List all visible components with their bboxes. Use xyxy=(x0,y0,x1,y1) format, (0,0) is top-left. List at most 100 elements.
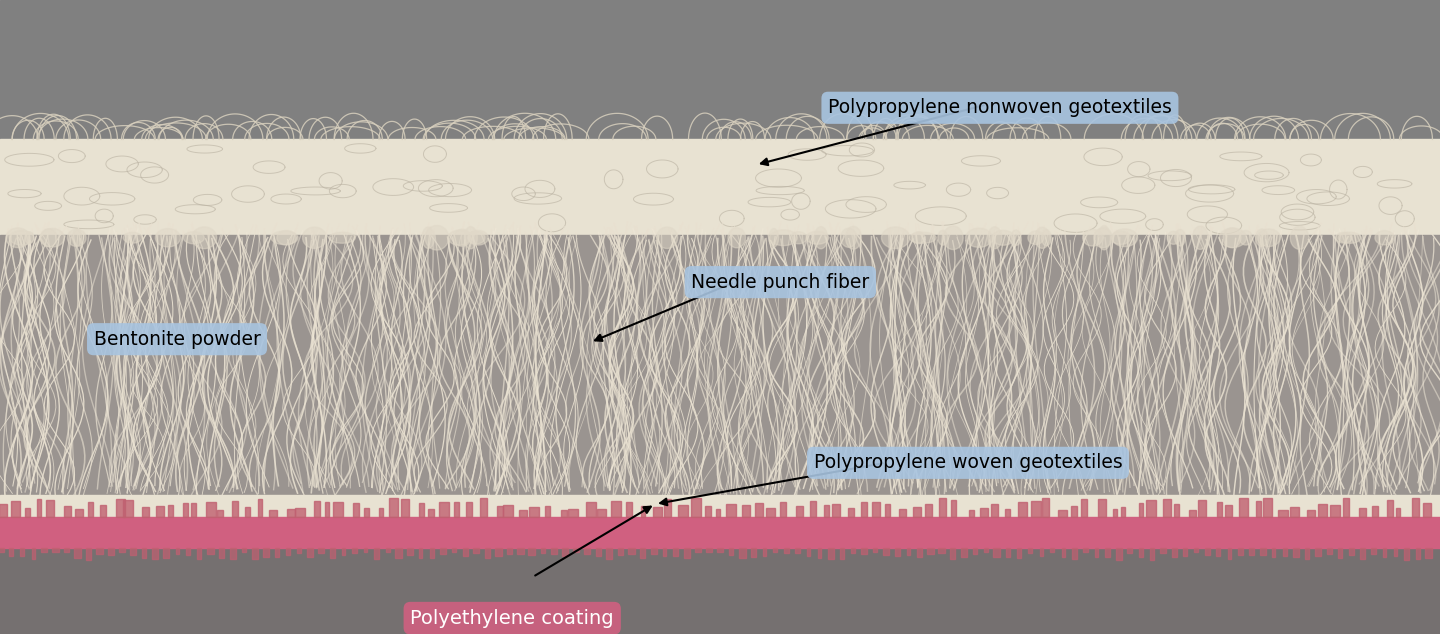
Bar xyxy=(163,548,170,557)
Polygon shape xyxy=(729,228,746,248)
Bar xyxy=(1217,502,1223,517)
Bar xyxy=(297,548,301,553)
Bar xyxy=(176,548,179,555)
Polygon shape xyxy=(1256,229,1269,247)
Polygon shape xyxy=(937,230,948,245)
Bar xyxy=(167,505,173,517)
Bar xyxy=(507,548,513,554)
Bar xyxy=(1238,548,1243,555)
Bar xyxy=(73,548,81,559)
Bar xyxy=(1099,500,1106,517)
Bar xyxy=(726,504,736,517)
Bar xyxy=(217,510,223,517)
Polygon shape xyxy=(68,229,86,247)
Polygon shape xyxy=(1175,230,1185,246)
Polygon shape xyxy=(425,226,449,250)
Bar xyxy=(42,548,48,552)
Bar xyxy=(115,499,125,517)
Bar xyxy=(1007,548,1009,557)
Polygon shape xyxy=(1192,226,1208,249)
Bar xyxy=(1315,548,1320,556)
Bar xyxy=(969,510,973,517)
Bar xyxy=(386,548,390,552)
Bar xyxy=(118,548,125,552)
Bar xyxy=(1081,499,1087,517)
Bar xyxy=(641,548,645,558)
Bar xyxy=(1184,548,1187,556)
Bar xyxy=(1404,548,1410,560)
Polygon shape xyxy=(1035,227,1050,249)
Bar xyxy=(960,548,966,557)
Bar xyxy=(684,548,690,558)
Bar xyxy=(24,508,30,517)
Bar xyxy=(824,505,828,517)
Bar xyxy=(585,548,590,554)
Polygon shape xyxy=(791,231,806,244)
Bar xyxy=(884,504,890,517)
Bar xyxy=(704,506,711,517)
Bar xyxy=(1290,507,1299,517)
Bar xyxy=(678,505,688,517)
Polygon shape xyxy=(845,226,861,249)
Bar xyxy=(832,505,841,517)
Bar xyxy=(52,548,59,552)
Bar xyxy=(1139,548,1143,557)
Bar xyxy=(0,504,7,517)
Bar xyxy=(1041,498,1050,517)
Bar xyxy=(1416,548,1420,559)
Bar xyxy=(141,548,147,558)
Bar xyxy=(46,500,53,517)
Bar xyxy=(1413,498,1418,517)
Bar xyxy=(1263,498,1272,517)
Bar xyxy=(1308,510,1316,517)
Polygon shape xyxy=(814,227,828,249)
Bar xyxy=(1189,510,1195,517)
Bar xyxy=(1339,548,1342,557)
Bar xyxy=(818,548,821,558)
Bar xyxy=(694,548,701,552)
Polygon shape xyxy=(156,229,180,247)
Bar xyxy=(991,503,998,517)
Bar xyxy=(1094,548,1099,557)
Bar xyxy=(428,509,435,517)
Bar xyxy=(32,548,35,559)
Bar xyxy=(242,548,246,552)
Bar xyxy=(232,501,238,517)
Bar xyxy=(285,548,291,555)
Bar xyxy=(1217,548,1221,555)
Bar xyxy=(374,548,379,559)
Bar xyxy=(1423,503,1430,517)
Bar xyxy=(652,507,662,517)
Bar xyxy=(1050,548,1054,552)
Bar xyxy=(0,548,3,552)
Bar xyxy=(497,506,503,517)
Text: Needle punch fiber: Needle punch fiber xyxy=(691,273,870,292)
Bar xyxy=(353,503,359,517)
Bar xyxy=(0,139,1440,235)
Bar xyxy=(307,548,314,557)
Bar xyxy=(1146,500,1156,517)
Bar xyxy=(1040,548,1043,556)
Bar xyxy=(295,508,305,517)
Bar xyxy=(192,503,196,517)
Bar xyxy=(1161,548,1166,553)
Bar xyxy=(766,508,775,517)
Bar xyxy=(1172,548,1176,557)
Bar xyxy=(419,548,422,559)
Bar xyxy=(1305,548,1309,559)
Bar xyxy=(806,548,811,556)
Bar xyxy=(141,507,148,517)
Bar xyxy=(1382,548,1387,557)
Bar xyxy=(467,501,472,517)
Polygon shape xyxy=(943,226,963,250)
Bar xyxy=(1194,548,1198,552)
Bar xyxy=(894,548,900,556)
Bar xyxy=(1273,548,1276,557)
Bar xyxy=(1279,510,1287,517)
Bar xyxy=(206,501,216,517)
Bar xyxy=(1387,500,1394,517)
Bar xyxy=(262,548,269,557)
Bar xyxy=(1071,506,1077,517)
Bar xyxy=(330,548,336,559)
Polygon shape xyxy=(1240,230,1253,245)
